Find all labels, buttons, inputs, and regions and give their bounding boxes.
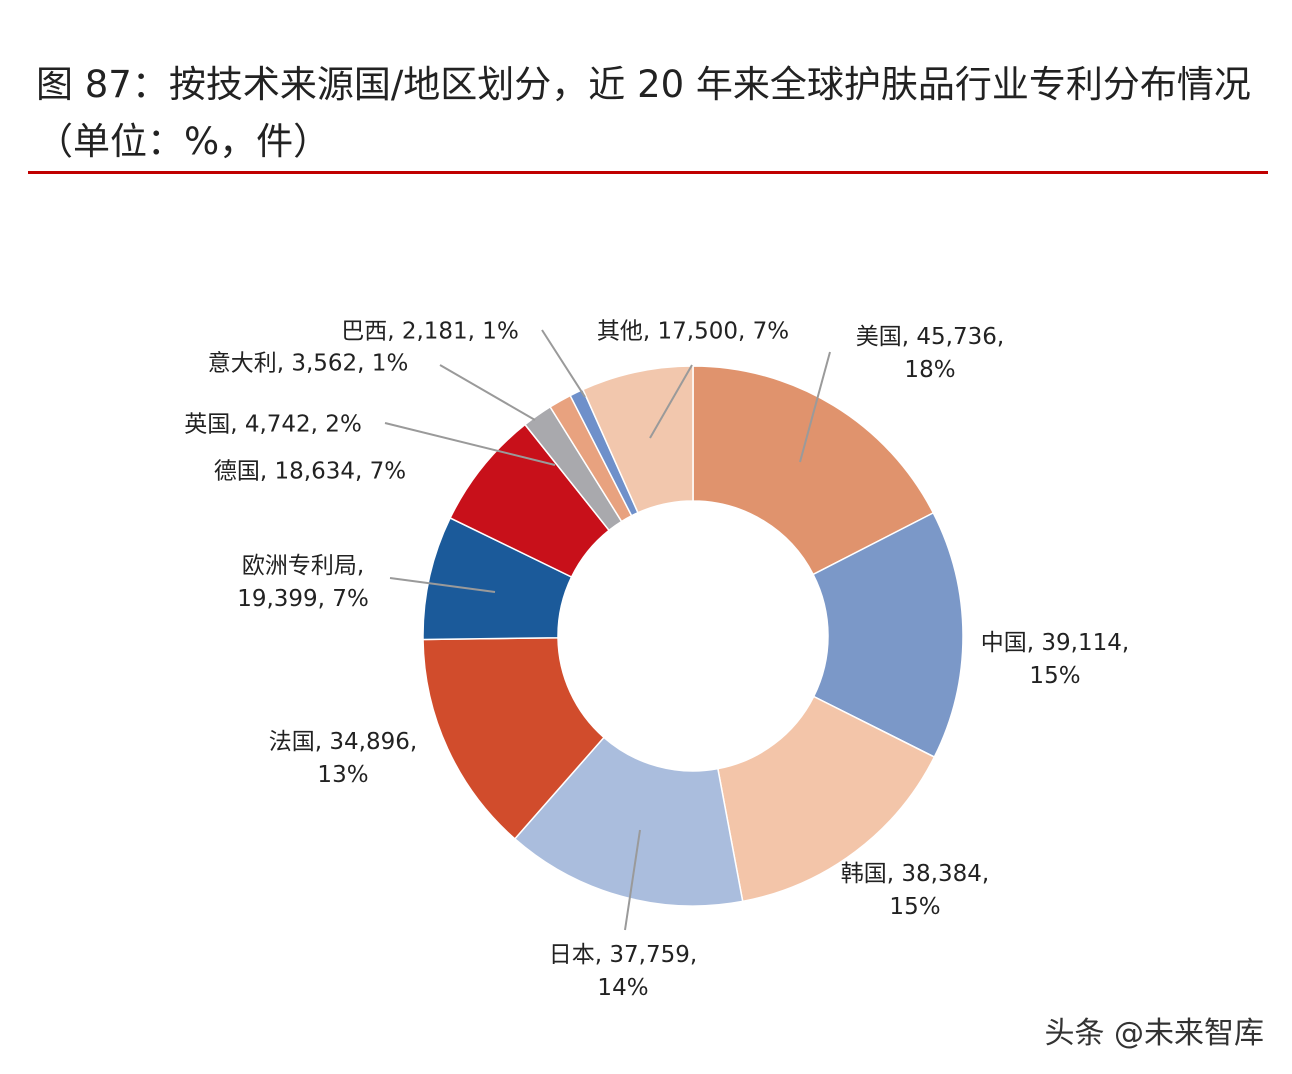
label-part: 2,181 [402, 319, 482, 345]
leader-line [624, 829, 641, 931]
leader-line [799, 351, 831, 463]
donut-slice [812, 511, 964, 759]
data-label: 英国4,7422% [184, 409, 362, 442]
label-part: 英国 [184, 412, 245, 438]
label-part: 7% [369, 458, 407, 485]
data-label: 法国34,896 13% [269, 726, 417, 792]
leader-line [439, 364, 536, 421]
donut-slice [513, 736, 744, 907]
data-label: 美国45,736 18% [856, 321, 1004, 387]
data-label: 韩国38,384 15% [841, 858, 989, 924]
label-part: 18,634 [275, 459, 370, 485]
data-label: 中国39,114 15% [981, 627, 1129, 693]
leader-line [389, 577, 496, 593]
donut-slice [692, 365, 935, 576]
label-part: 德国 [214, 459, 275, 485]
label-part: 意大利 [208, 351, 292, 377]
label-part: 巴西 [341, 319, 402, 345]
donut-slice [581, 365, 694, 514]
label-part: 其他 [597, 319, 658, 345]
label-part: 2% [325, 411, 362, 438]
label-part: 欧洲专利局 [242, 553, 364, 579]
donut-slice [716, 695, 936, 903]
donut-slice [422, 636, 605, 840]
title-rule [28, 171, 1268, 174]
label-part: 法国 [269, 729, 330, 755]
data-label: 巴西2,1811% [341, 316, 519, 349]
label-part: 14% [597, 975, 649, 1001]
label-part: 15% [889, 894, 941, 920]
label-part: 15% [1029, 663, 1081, 689]
data-label: 意大利3,5621% [208, 348, 409, 381]
label-part: 13% [317, 762, 369, 788]
label-part: 38,384 [901, 861, 989, 887]
label-part: 7% [332, 586, 369, 612]
label-part: 韩国 [841, 861, 902, 887]
label-part: 18% [904, 357, 956, 383]
label-part: 45,736 [916, 324, 1004, 350]
data-label: 欧洲专利局 19,3997% [237, 550, 369, 616]
label-part: 34,896 [329, 729, 417, 755]
label-part: 37,759 [609, 942, 697, 968]
data-label: 日本37,759 14% [549, 939, 697, 1005]
leader-line [541, 329, 586, 398]
label-part: 19,399 [237, 586, 332, 612]
watermark: 头条 @未来智库 [1044, 1016, 1264, 1051]
label-part: 3,562 [291, 351, 371, 377]
label-part: 7% [752, 318, 790, 345]
label-part: 日本 [549, 942, 610, 968]
label-part: 1% [371, 350, 409, 377]
label-part: 17,500 [658, 319, 753, 345]
label-part: 中国 [981, 630, 1042, 656]
leader-line [384, 422, 556, 466]
label-part: 4,742 [245, 412, 325, 438]
data-label: 其他17,5007% [597, 316, 789, 349]
label-part: 1% [482, 318, 519, 345]
label-part: 美国 [856, 324, 917, 350]
label-part: 39,114 [1041, 630, 1129, 656]
leader-line [649, 364, 693, 439]
data-label: 德国18,6347% [214, 456, 406, 489]
